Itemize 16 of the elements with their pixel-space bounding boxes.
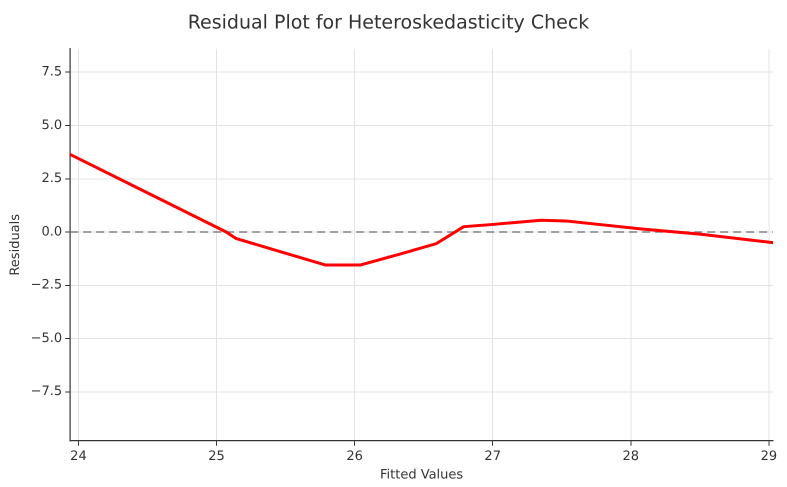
- x-axis-title: Fitted Values: [380, 468, 464, 483]
- x-tick-label: 27: [484, 448, 501, 464]
- y-tick-label: 7.5: [41, 64, 62, 80]
- y-tick-label: 5.0: [41, 118, 62, 133]
- y-tick-label: −5.0: [30, 330, 62, 346]
- y-tick-label: 0.0: [41, 224, 62, 240]
- y-tick-label: −2.5: [30, 278, 62, 293]
- x-tick-label: 25: [208, 448, 225, 464]
- x-tick-label: 29: [760, 448, 778, 464]
- chart-title: Residual Plot for Heteroskedasticity Check: [188, 11, 590, 34]
- x-tick-label: 24: [70, 448, 87, 464]
- y-axis-title: Residuals: [8, 214, 24, 276]
- x-tick-label: 28: [622, 448, 640, 464]
- y-tick-label: −7.5: [30, 384, 62, 400]
- y-tick-label: 2.5: [41, 171, 62, 186]
- x-tick-label: 26: [346, 448, 363, 464]
